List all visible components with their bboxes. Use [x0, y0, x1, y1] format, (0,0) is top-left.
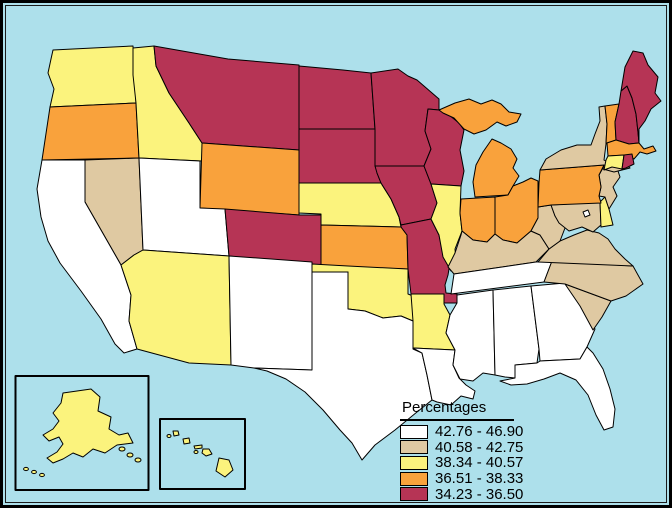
aleutian-island-1 [23, 466, 29, 472]
legend-swatch-class2 [400, 440, 428, 455]
legend-row: 40.58 - 42.75 [400, 438, 530, 456]
state-tx [253, 271, 433, 461]
legend-row: 38.34 - 40.57 [400, 454, 530, 472]
state-dc [582, 209, 591, 218]
hawaii-island-kauai [172, 430, 180, 437]
legend-label-class2: 40.58 - 42.75 [435, 438, 524, 456]
legend-row: 34.23 - 36.50 [400, 485, 530, 503]
hawaii-island-big-island [215, 457, 234, 478]
state-mi-upper-peninsula [438, 98, 522, 135]
legend-label-class3: 38.34 - 40.57 [435, 454, 524, 472]
legend-row: 42.76 - 46.90 [400, 423, 530, 441]
hawaii-island-lanai [193, 450, 199, 454]
map-legend: Percentages 42.76 - 46.90 40.58 - 42.75 … [400, 399, 530, 503]
legend-swatch-class1 [400, 424, 428, 439]
southeast-island-1 [118, 446, 126, 452]
hawaii-island-niihau [166, 434, 172, 438]
state-me [620, 50, 662, 144]
state-fl [499, 346, 616, 431]
legend-title: Percentages [402, 399, 487, 416]
state-wy [199, 142, 300, 216]
southeast-island-2 [126, 452, 134, 458]
aleutian-island-3 [39, 472, 45, 478]
aleutian-island-2 [31, 469, 37, 475]
state-ct [603, 154, 625, 171]
southeast-island-3 [134, 457, 142, 463]
legend-label-class1: 42.76 - 46.90 [435, 423, 524, 441]
legend-label-class5: 34.23 - 36.50 [435, 485, 524, 503]
state-nd [298, 65, 376, 130]
us-choropleth-map [14, 45, 662, 491]
legend-label-class4: 36.51 - 38.33 [435, 470, 524, 488]
alaska-inset [14, 375, 150, 491]
hawaii-island-oahu [182, 437, 191, 445]
hawaii-island-maui [201, 448, 213, 457]
state-pa [537, 164, 605, 208]
state-wa [47, 45, 137, 108]
state-nm [228, 255, 313, 371]
state-sd [298, 128, 382, 184]
hawaii-island-molokai [193, 444, 203, 450]
state-az [120, 249, 232, 366]
hawaii-inset [159, 418, 246, 490]
legend-swatch-class5 [400, 487, 428, 502]
state-de [599, 196, 614, 228]
lower-48-states [36, 45, 662, 461]
legend-swatch-class3 [400, 455, 428, 470]
state-ak [42, 388, 134, 464]
state-or [41, 102, 140, 161]
state-ri [621, 153, 635, 170]
state-nc [543, 260, 644, 302]
state-ky [447, 230, 550, 275]
legend-row: 36.51 - 38.33 [400, 470, 530, 488]
state-ca [36, 159, 138, 354]
hawaii-inset-box [159, 418, 246, 490]
state-ks [320, 224, 409, 270]
legend-swatch-class4 [400, 471, 428, 486]
legend-rule [400, 419, 514, 421]
